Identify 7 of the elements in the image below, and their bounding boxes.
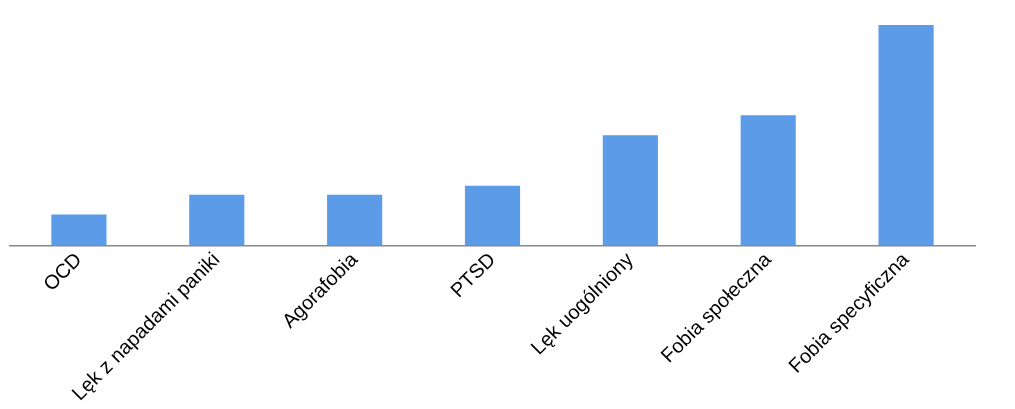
bar	[189, 194, 245, 246]
bar	[878, 25, 934, 246]
bar	[327, 194, 383, 246]
bar	[51, 214, 107, 246]
bar	[602, 135, 658, 246]
bar	[464, 185, 521, 246]
bar	[740, 115, 796, 246]
